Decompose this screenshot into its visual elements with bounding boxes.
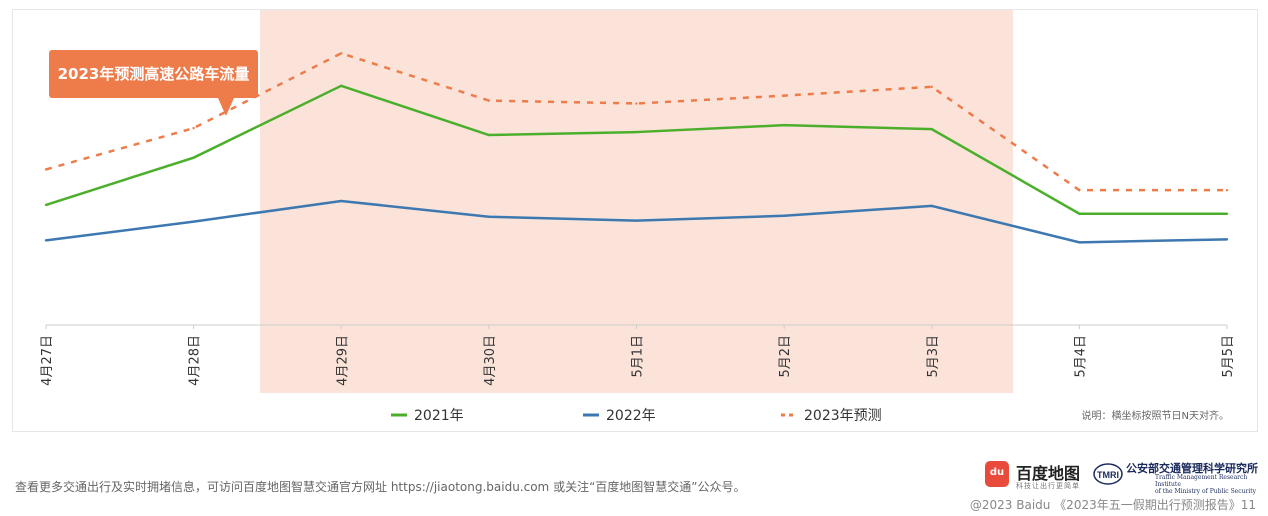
- series-line-2: [45, 51, 1227, 192]
- data-point: [782, 214, 786, 217]
- data-point: [930, 204, 933, 208]
- legend-label: 2022年: [606, 408, 656, 424]
- data-point: [192, 156, 195, 159]
- data-point: [192, 126, 195, 130]
- tmri-mark-text: TMRI: [1097, 470, 1119, 480]
- x-tick-label: 5月4日: [1073, 335, 1088, 378]
- data-point: [930, 85, 933, 88]
- x-tick-label: 5月2日: [778, 335, 793, 378]
- data-point: [1225, 238, 1229, 241]
- callout-pointer: [218, 98, 234, 116]
- x-tick-label: 4月30日: [483, 335, 498, 386]
- tmri-name-en: Traffic Management Research Institute of…: [1155, 474, 1263, 495]
- legend-label: 2023年预测: [804, 408, 882, 424]
- data-point: [1078, 188, 1081, 192]
- x-tick-label: 4月28日: [188, 335, 203, 386]
- chart-frame: 4月27日 4月28日 4月29日 4月30日 5月1日 5月2日 5月3日 5月4日 5月5日…: [12, 9, 1258, 432]
- data-point: [1225, 188, 1229, 192]
- data-point: [782, 123, 786, 127]
- data-point: [44, 168, 48, 171]
- data-point: [635, 219, 638, 222]
- x-tick-label: 4月29日: [335, 335, 350, 386]
- holiday-highlight-band: [260, 10, 1013, 393]
- x-tick-label: 4月27日: [40, 335, 55, 386]
- x-tick-label: 5月5日: [1221, 335, 1236, 378]
- tmri-emblem-icon: TMRI: [1093, 463, 1123, 485]
- tmri-logo: TMRI 公安部交通管理科学研究所 Traffic Management Res…: [1093, 458, 1263, 495]
- data-point: [635, 130, 638, 134]
- data-point: [487, 215, 491, 218]
- data-point: [635, 102, 638, 105]
- data-point: [340, 84, 343, 87]
- data-point: [192, 220, 195, 223]
- baidu-map-slogan: 科技让出行更简单: [1016, 482, 1080, 490]
- baidu-map-logo: du 百度地图 科技让出行更简单: [985, 460, 1085, 490]
- forecast-callout: 2023年预测高速公路车流量: [49, 50, 258, 98]
- data-point: [930, 127, 933, 131]
- tmri-name-en-line1: Traffic Management Research Institute: [1155, 474, 1248, 488]
- x-tick-label: 5月1日: [631, 335, 646, 378]
- axis-note: 说明：横坐标按照节日N天对齐。: [1081, 411, 1229, 422]
- baidu-map-name: 百度地图: [1016, 464, 1081, 483]
- data-point: [340, 199, 343, 203]
- data-point: [1225, 212, 1229, 215]
- data-point: [487, 133, 491, 137]
- copyright: @2023 Baidu 《2023年五一假期出行预测报告》11: [969, 498, 1256, 512]
- data-point: [1078, 241, 1081, 244]
- x-tick-label: 5月3日: [926, 335, 941, 378]
- legend-label: 2021年: [414, 408, 464, 424]
- data-point: [782, 94, 786, 97]
- data-point: [44, 239, 48, 242]
- data-point: [340, 52, 343, 55]
- baidu-pin-icon: du: [985, 461, 1009, 487]
- tmri-name-en-line2: of the Ministry of Public Security: [1155, 488, 1257, 495]
- data-point: [487, 99, 491, 102]
- tmri-name-cn: 公安部交通管理科学研究所: [1126, 462, 1258, 475]
- line-chart: 4月27日 4月28日 4月29日 4月30日 5月1日 5月2日 5月3日 5月4日 5月5日…: [40, 10, 1236, 424]
- footer-info: 查看更多交通出行及实时拥堵信息，可访问百度地图智慧交通官方网址 https://…: [15, 480, 746, 494]
- data-point: [1078, 212, 1081, 215]
- data-point: [44, 203, 48, 207]
